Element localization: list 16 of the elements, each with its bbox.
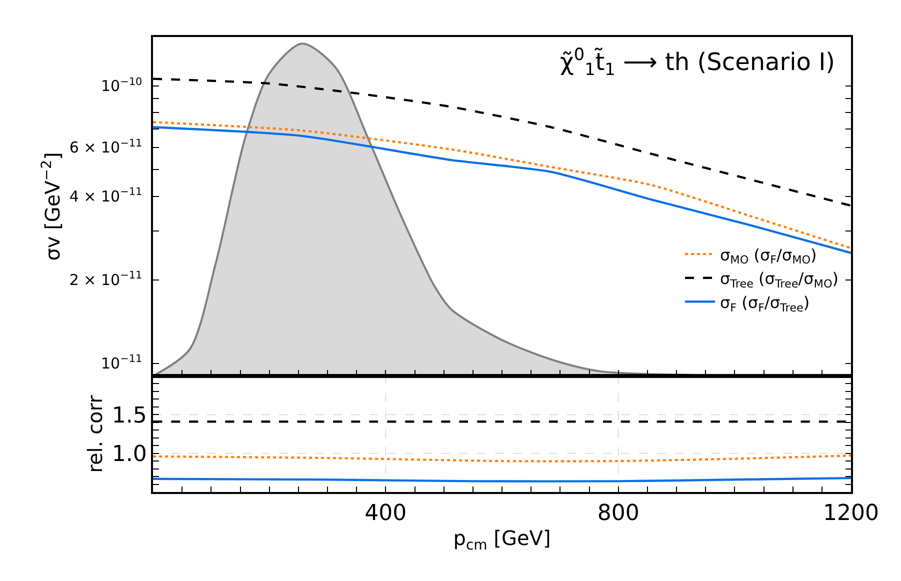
y-tick-label: 1.5 — [112, 403, 147, 428]
x-tick-label: 800 — [597, 501, 640, 526]
y-tick-label: 1.0 — [112, 442, 147, 468]
x-tick-label: 1200 — [823, 501, 879, 526]
y-tick-label: 4 × 10$^{−11}$ — [69, 186, 142, 206]
y-tick-label: 6 × 10$^{−11}$ — [69, 137, 142, 157]
legend-label: σ$_{MO}$ (σ$_{F}$/σ$_{MO}$) — [720, 245, 817, 267]
y-tick-label: 2 × 10$^{−11}$ — [69, 270, 142, 290]
x-axis-title: p$_{cm}$ [GeV] — [453, 526, 551, 554]
legend-label: σ$_{Tree}$ (σ$_{Tree}$/σ$_{MO}$) — [720, 269, 839, 290]
y-tick-label: 10$^{−11}$ — [100, 353, 142, 373]
y-axis-title: rel. corr — [82, 394, 107, 473]
y-tick-label: 10$^{−10}$ — [100, 76, 142, 96]
text: χ̃$^{0}$$_{1}$t̃$_{1}$ ⟶ th (Scenario I) — [560, 44, 836, 80]
legend-label: σ$_{F}$ (σ$_{F}$/σ$_{Tree}$) — [720, 292, 810, 314]
x-tick-label: 400 — [364, 501, 407, 526]
